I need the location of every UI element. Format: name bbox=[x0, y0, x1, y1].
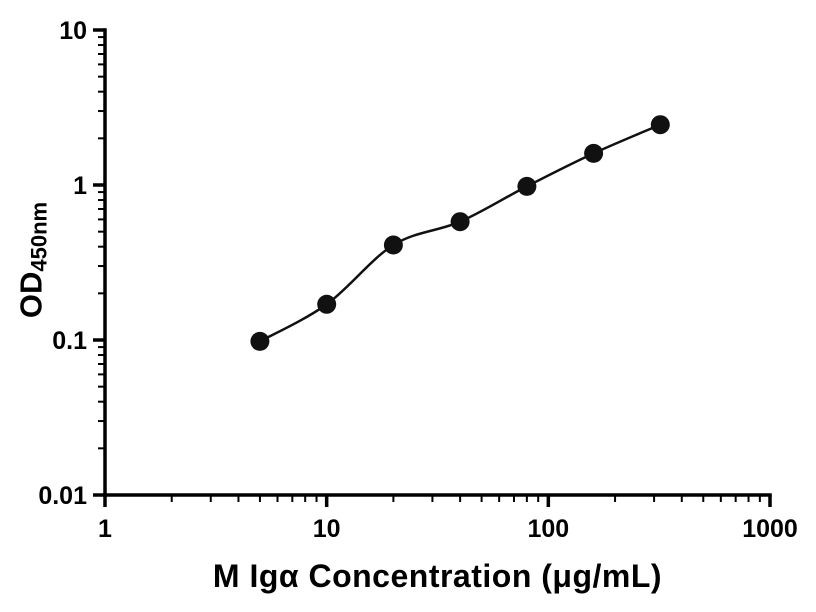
y-tick-label: 0.01 bbox=[38, 482, 87, 510]
x-axis-title: M Igα Concentration (μg/mL) bbox=[212, 558, 663, 594]
data-point bbox=[317, 294, 337, 314]
x-tick-label: 1000 bbox=[742, 515, 798, 543]
x-tick-label: 1 bbox=[98, 515, 112, 543]
y-axis-title-subscript: 450nm bbox=[26, 201, 52, 272]
data-point bbox=[650, 115, 670, 135]
x-tick-label: 10 bbox=[313, 515, 341, 543]
y-tick-label: 1 bbox=[73, 172, 87, 200]
data-point bbox=[517, 176, 537, 196]
data-point bbox=[250, 331, 270, 351]
data-point bbox=[450, 212, 470, 232]
x-tick-label: 100 bbox=[527, 515, 569, 543]
y-axis-title: OD450nm bbox=[14, 202, 53, 318]
axis-spines bbox=[103, 28, 772, 497]
data-point bbox=[584, 143, 604, 163]
y-tick-label: 0.1 bbox=[52, 327, 87, 355]
data-point bbox=[383, 235, 403, 255]
y-tick-label: 10 bbox=[59, 17, 87, 45]
y-axis-title-main: OD bbox=[13, 271, 49, 319]
